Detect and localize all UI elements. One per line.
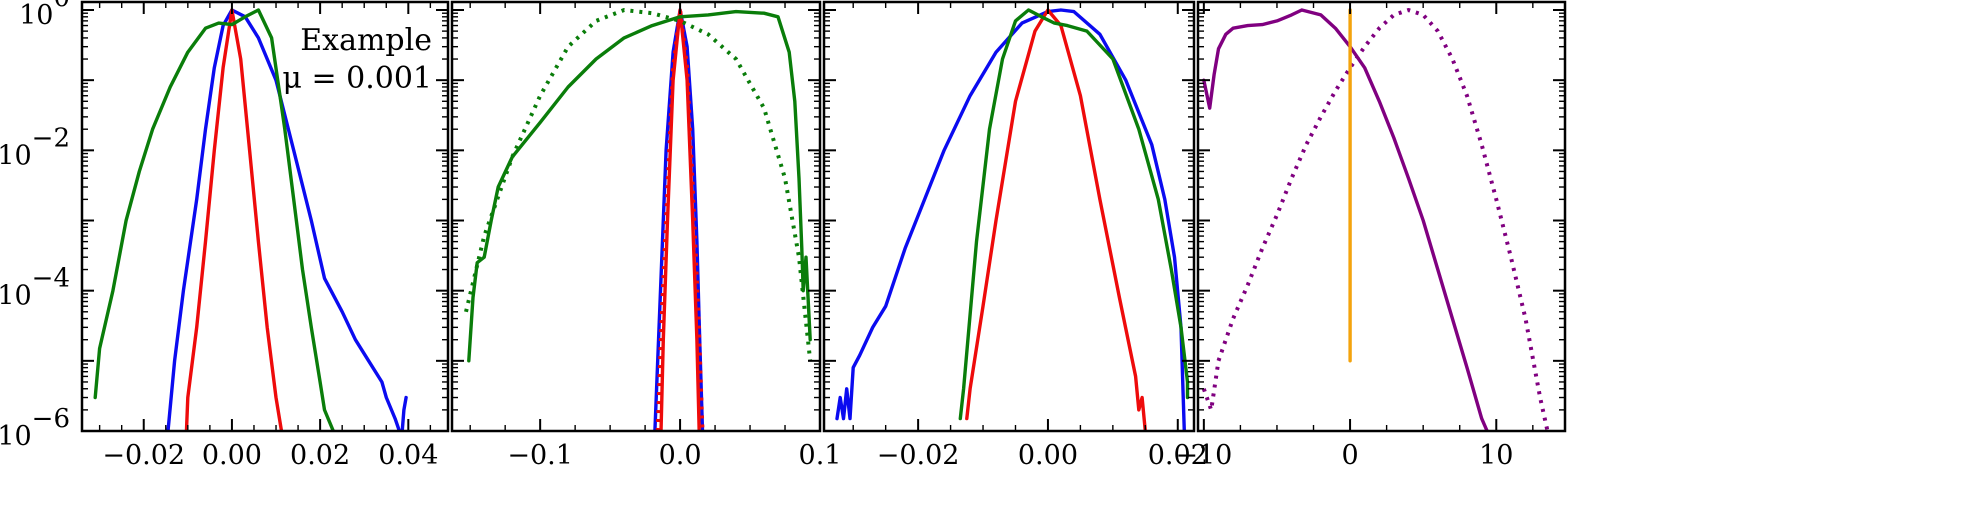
panel-2: −0.1 0.0 0.1: [450, 0, 842, 471]
x-tick-label: 0.0: [659, 440, 702, 471]
x-tick-label: 10: [1479, 440, 1513, 471]
panel-4: −10 0 10: [1175, 0, 1567, 471]
x-tick-label: −0.02: [102, 440, 185, 471]
y-tick-base: 10: [0, 140, 32, 171]
axes-frame: [1196, 0, 1567, 433]
y-tick-label: 100: [19, 0, 70, 31]
x-tick-label: −0.02: [877, 440, 960, 471]
x-tick-label: 0.04: [378, 440, 438, 471]
x-tick-label: −0.1: [507, 440, 573, 471]
series-line: [166, 8, 408, 431]
axes-frame: [450, 0, 822, 433]
x-tick-label: 0.1: [799, 440, 842, 471]
series-line: [93, 8, 335, 431]
plot-panels: −0.020.000.020.0410010−210−410−6Exampleμ…: [0, 0, 1567, 471]
x-tick-label: 0.00: [1018, 440, 1078, 471]
annotation-title: Example: [300, 23, 432, 58]
series-line: [1202, 8, 1489, 431]
y-tick-label: 10−6: [0, 404, 70, 452]
series-group: [1201, 8, 1550, 431]
y-tick-label: 10−4: [0, 264, 70, 312]
x-tick-label: 0.02: [290, 440, 350, 471]
x-tick-label: 0.00: [202, 440, 262, 471]
y-tick-exponent: −6: [32, 404, 70, 434]
axes-frame: [80, 0, 450, 433]
series-line: [467, 9, 812, 363]
y-tick-label: 10−2: [0, 123, 70, 171]
series-line: [1201, 8, 1550, 431]
y-tick-exponent: −2: [32, 123, 70, 153]
series-line: [184, 8, 284, 431]
x-tick-label: −10: [1175, 440, 1232, 471]
annotation-mu: μ = 0.001: [282, 61, 432, 96]
axes-frame: [822, 0, 1196, 433]
series-group: [464, 8, 813, 431]
y-tick-base: 10: [0, 421, 32, 452]
panel-1: −0.020.000.020.0410010−210−410−6Exampleμ…: [0, 0, 450, 471]
y-tick-base: 10: [0, 281, 32, 312]
y-tick-exponent: 0: [53, 0, 70, 13]
y-tick-exponent: −4: [32, 264, 70, 294]
panel-3: −0.02 0.00 0.02: [822, 0, 1208, 471]
x-tick-label: 0.02: [1148, 440, 1208, 471]
x-tick-label: 0: [1341, 440, 1358, 471]
series-line: [464, 8, 813, 362]
series-line: [958, 8, 1190, 421]
y-tick-base: 10: [19, 0, 53, 31]
series-group: [835, 8, 1190, 431]
series-line: [835, 8, 1186, 431]
